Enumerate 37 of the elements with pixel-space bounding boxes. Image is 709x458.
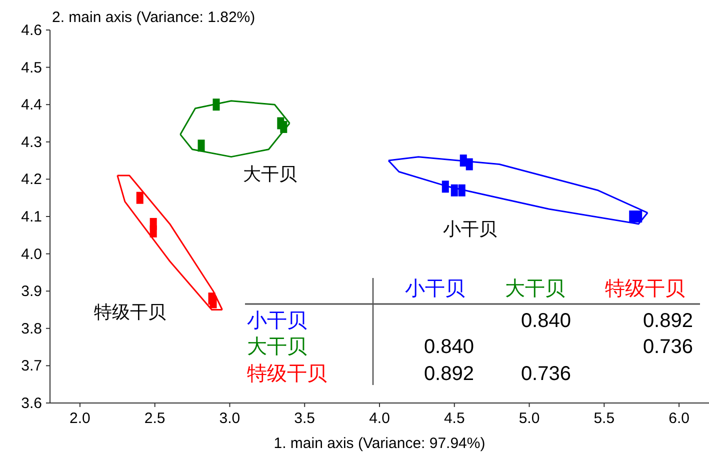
x-tick-label: 6.0 [668, 410, 690, 427]
x-tick-label: 3.5 [294, 410, 316, 427]
y-tick-label: 4.3 [21, 134, 42, 151]
annotation: 大干贝 [505, 278, 565, 300]
y-tick-label: 3.9 [21, 283, 42, 300]
y-tick-label: 4.4 [21, 96, 42, 114]
annotation: 0.840 [424, 336, 474, 358]
annotation: 小干贝 [405, 278, 465, 300]
annotation: 0.892 [642, 310, 693, 332]
annotation: 大干贝 [247, 336, 307, 358]
annotation: 小干贝 [443, 219, 497, 239]
x-axis-title: 1. main axis (Variance: 97.94%) [274, 435, 486, 452]
y-tick-label: 3.7 [21, 358, 42, 375]
x-tick-label: 3.0 [219, 410, 240, 427]
x-tick-label: 4.5 [444, 410, 465, 427]
annotation: 0.840 [520, 310, 571, 332]
x-tick-label: 5.5 [594, 410, 615, 427]
y-tick-label: 3.6 [21, 395, 42, 412]
y-tick-label: 4.0 [21, 246, 42, 263]
y-axis-title: 2. main axis (Variance: 1.82%) [52, 9, 256, 26]
annotation: 大干贝 [243, 164, 297, 184]
annotation: 小干贝 [247, 310, 307, 332]
y-tick-label: 4.5 [21, 59, 42, 76]
y-tick-label: 4.2 [21, 171, 42, 188]
x-tick-label: 4.0 [369, 410, 390, 427]
annotation: 0.736 [642, 336, 693, 358]
annotation: 特级干贝 [94, 302, 166, 322]
annotation: 特级干贝 [247, 363, 327, 385]
annotation: 0.736 [520, 363, 571, 385]
y-tick-label: 4.6 [21, 22, 42, 39]
y-tick-label: 3.8 [21, 320, 42, 338]
x-tick-label: 2.0 [70, 410, 90, 427]
x-tick-label: 5.0 [518, 410, 540, 427]
x-tick-label: 2.5 [144, 410, 166, 427]
annotation: 0.892 [424, 363, 474, 385]
annotation: 特级干贝 [605, 278, 685, 300]
y-tick-label: 4.1 [21, 208, 42, 226]
